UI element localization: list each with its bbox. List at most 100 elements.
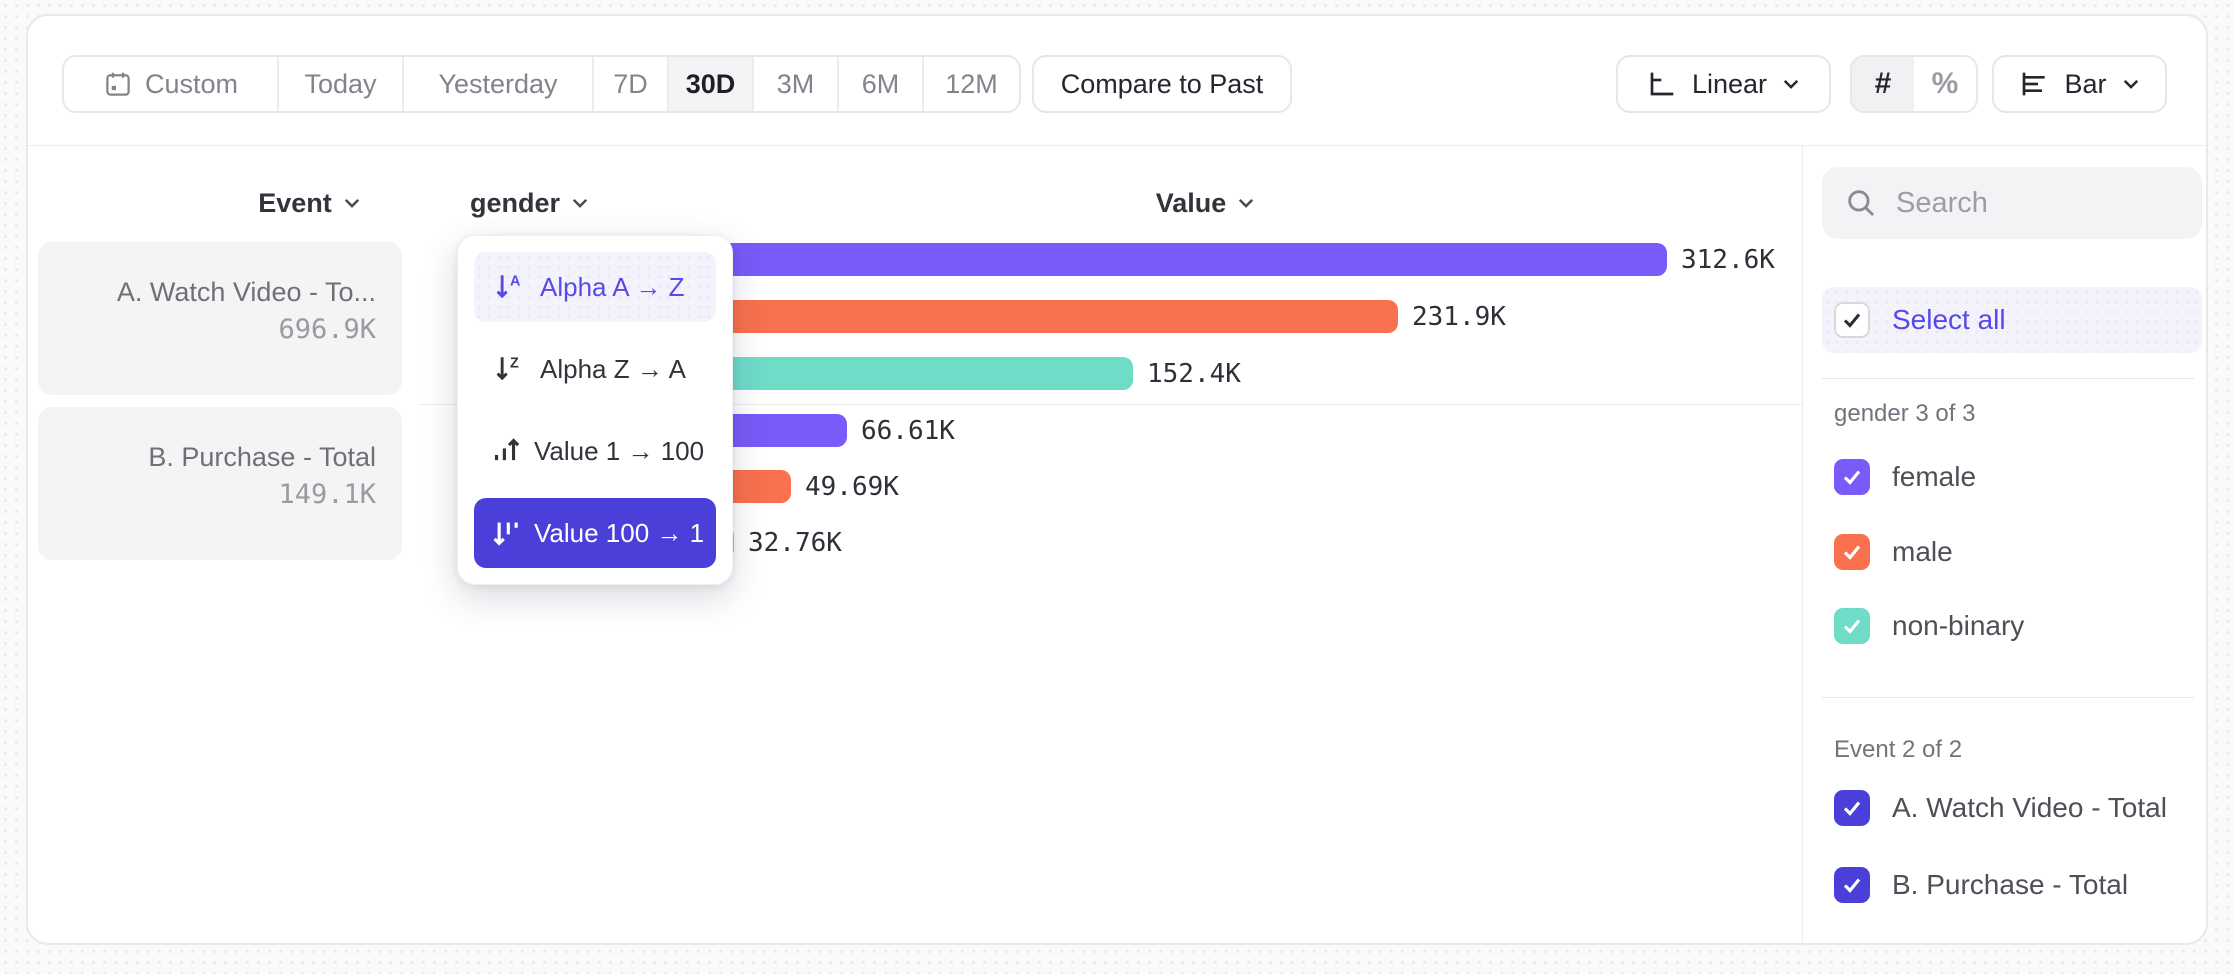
event-card-watch-video[interactable]: A. Watch Video - To... 696.9K — [38, 242, 402, 395]
sort-option-label: Value 100 → 1 — [534, 517, 705, 548]
bar-value-label: 49.69K — [805, 471, 899, 502]
chart-type-label: Bar — [2064, 68, 2107, 99]
date-range-30d[interactable]: 30D — [669, 57, 754, 111]
bar-value-label: 312.6K — [1681, 244, 1775, 275]
bar-value-label: 66.61K — [861, 415, 955, 446]
date-range-label: 30D — [685, 68, 736, 99]
date-range-12m[interactable]: 12M — [924, 57, 1019, 111]
sort-value-asc-item[interactable]: Value 1 → 100 — [474, 416, 716, 486]
date-range-label: 6M — [861, 68, 900, 99]
checkmark-icon — [1843, 801, 1861, 816]
chevron-down-icon — [1239, 198, 1254, 208]
sidebar-section-divider — [1822, 378, 2194, 379]
date-range-today[interactable]: Today — [279, 57, 404, 111]
checkmark-icon — [1843, 545, 1861, 560]
svg-text:Z: Z — [510, 356, 519, 372]
nonbinary-checkbox[interactable] — [1834, 608, 1870, 644]
chevron-down-icon — [572, 198, 588, 208]
date-range-label: Custom — [144, 68, 239, 99]
value-column-label: Value — [1155, 187, 1227, 218]
date-range-custom[interactable]: Custom — [64, 57, 279, 111]
sort-option-label: Alpha Z → A — [540, 353, 686, 384]
search-box[interactable] — [1822, 167, 2202, 239]
event-column-header[interactable]: Event — [210, 186, 410, 220]
male-checkbox[interactable] — [1834, 534, 1870, 570]
report-card: Custom Today Yesterday 7D 30D 3M 6M 12M … — [26, 14, 2208, 947]
sort-alpha-asc-item[interactable]: A Alpha A → Z — [474, 252, 716, 322]
filter-row-male[interactable]: male — [1834, 532, 2190, 572]
group-divider — [418, 404, 1802, 405]
sort-alpha-asc-icon: A — [490, 270, 530, 304]
absolute-numbers-toggle[interactable]: # — [1852, 57, 1914, 111]
bar-value-label: 231.9K — [1412, 301, 1506, 332]
percent-toggle[interactable]: % — [1914, 57, 1976, 111]
date-range-7d[interactable]: 7D — [594, 57, 669, 111]
select-all-checkbox[interactable] — [1834, 302, 1870, 338]
percent-icon: % — [1931, 67, 1959, 100]
checkmark-icon — [1843, 619, 1861, 634]
filter-row-purchase[interactable]: B. Purchase - Total — [1834, 865, 2190, 905]
checkmark-icon — [1843, 470, 1861, 485]
compare-to-past-label: Compare to Past — [1060, 68, 1264, 99]
filter-label: B. Purchase - Total — [1892, 869, 2129, 900]
search-input[interactable] — [1896, 186, 2176, 220]
sort-option-label: Alpha A → Z — [540, 271, 685, 302]
sort-option-label: Value 1 → 100 — [534, 435, 705, 466]
checkmark-icon — [1843, 878, 1861, 893]
breakdown-column-label: gender — [469, 187, 561, 218]
date-range-label: 12M — [945, 68, 998, 99]
date-range-label: Yesterday — [438, 68, 558, 99]
watch-video-checkbox[interactable] — [1834, 790, 1870, 826]
bar-value-label: 32.76K — [748, 527, 842, 558]
select-all-row[interactable]: Select all — [1822, 287, 2202, 353]
event-column-label: Event — [258, 187, 332, 218]
scale-dropdown[interactable]: Linear — [1616, 55, 1831, 113]
female-checkbox[interactable] — [1834, 459, 1870, 495]
date-range-label: 3M — [776, 68, 815, 99]
bar-value-label: 152.4K — [1147, 358, 1241, 389]
chevron-down-icon — [344, 198, 359, 208]
event-card-title: A. Watch Video - To... — [116, 277, 376, 307]
filter-row-female[interactable]: female — [1834, 457, 2190, 497]
bar-row: 231.9K — [625, 300, 1506, 333]
filter-row-nonbinary[interactable]: non-binary — [1834, 606, 2190, 646]
gender-section-heading: gender 3 of 3 — [1834, 400, 1976, 427]
sort-alpha-desc-item[interactable]: Z Alpha Z → A — [474, 334, 716, 404]
search-icon — [1848, 190, 1875, 217]
chevron-down-icon — [2123, 79, 2138, 89]
value-column-header[interactable]: Value — [1106, 186, 1306, 220]
sort-alpha-desc-icon: Z — [490, 352, 530, 386]
sidebar-divider — [1802, 146, 1803, 947]
sort-menu: A Alpha A → Z Z Alpha Z → A Value 1 → 1 — [457, 235, 733, 585]
breakdown-column-header[interactable]: gender — [430, 186, 630, 220]
sort-value-desc-item[interactable]: Value 100 → 1 — [474, 498, 716, 568]
calendar-icon — [106, 72, 130, 96]
event-card-total: 696.9K — [278, 314, 376, 345]
filter-sidebar: Select all gender 3 of 3 female male non… — [1822, 146, 2202, 947]
value-format-toggle: # % — [1850, 55, 1978, 113]
svg-text:A: A — [510, 274, 520, 290]
event-card-title: B. Purchase - Total — [148, 442, 376, 472]
select-all-label: Select all — [1892, 304, 2006, 335]
filter-label: male — [1892, 536, 1953, 567]
chart-type-dropdown[interactable]: Bar — [1992, 55, 2167, 113]
purchase-checkbox[interactable] — [1834, 867, 1870, 903]
bar-chart-icon — [2023, 72, 2046, 96]
date-range-yesterday[interactable]: Yesterday — [404, 57, 594, 111]
filter-label: A. Watch Video - Total — [1892, 792, 2167, 823]
date-range-label: Today — [304, 68, 377, 99]
event-card-purchase[interactable]: B. Purchase - Total 149.1K — [38, 407, 402, 560]
event-section-heading: Event 2 of 2 — [1834, 736, 1963, 763]
bar-male-watch-video[interactable] — [625, 300, 1398, 333]
toolbar: Custom Today Yesterday 7D 30D 3M 6M 12M … — [28, 16, 2206, 146]
filter-row-watch-video[interactable]: A. Watch Video - Total — [1834, 788, 2190, 828]
date-range-label: 7D — [613, 68, 648, 99]
hash-icon: # — [1874, 67, 1892, 100]
checkmark-icon — [1843, 313, 1861, 328]
compare-to-past-button[interactable]: Compare to Past — [1032, 55, 1292, 113]
bar-female-watch-video[interactable] — [625, 243, 1667, 276]
date-range-3m[interactable]: 3M — [754, 57, 839, 111]
chevron-down-icon — [1783, 79, 1799, 89]
date-range-6m[interactable]: 6M — [839, 57, 924, 111]
linear-axis-icon — [1650, 72, 1674, 96]
